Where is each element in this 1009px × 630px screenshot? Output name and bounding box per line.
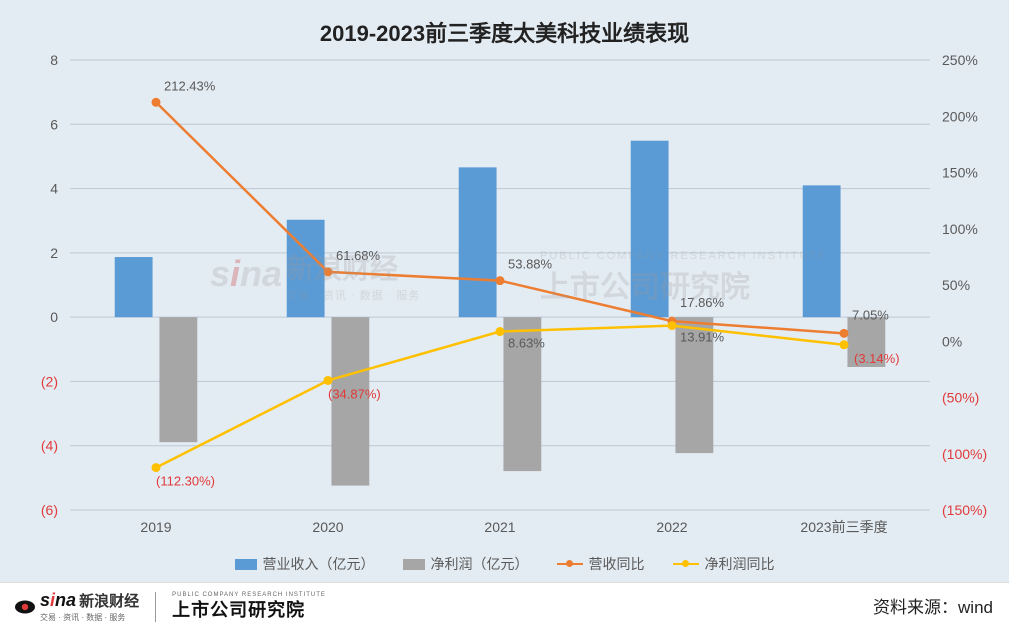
legend-swatch: [673, 563, 699, 565]
footer: sina 新浪财经 交易 · 资讯 · 数据 · 服务 PUBLIC COMPA…: [0, 582, 1009, 630]
x-category-label: 2023前三季度: [800, 519, 887, 535]
data-label: 8.63%: [508, 336, 545, 351]
legend: 营业收入（亿元） 净利润（亿元） 营收同比 净利润同比: [0, 554, 1009, 574]
marker: [152, 463, 161, 472]
y-left-label: 8: [50, 52, 58, 68]
legend-label: 净利润同比: [705, 554, 775, 574]
data-label: 212.43%: [164, 78, 216, 93]
legend-item: 营业收入（亿元）: [235, 554, 375, 574]
x-category-label: 2019: [140, 519, 171, 535]
y-left-label: 2: [50, 245, 58, 261]
line: [156, 326, 844, 468]
data-label: 7.05%: [852, 307, 889, 322]
marker: [496, 327, 505, 336]
data-label: (34.87%): [328, 386, 381, 401]
y-left-label: (2): [41, 373, 58, 389]
bar: [631, 141, 669, 317]
y-right-label: (50%): [942, 390, 979, 406]
legend-item: 营收同比: [557, 554, 645, 574]
y-left-label: (4): [41, 438, 58, 454]
y-right-label: 0%: [942, 333, 962, 349]
legend-item: 净利润同比: [673, 554, 775, 574]
data-label: (3.14%): [854, 351, 900, 366]
y-left-label: 0: [50, 309, 58, 325]
logo-institute: PUBLIC COMPANY RESEARCH INSTITUTE 上市公司研究…: [172, 592, 326, 622]
legend-label: 营业收入（亿元）: [263, 554, 375, 574]
legend-swatch: [235, 559, 257, 570]
marker: [496, 276, 505, 285]
marker: [324, 267, 333, 276]
data-label: 53.88%: [508, 257, 553, 272]
y-right-label: 100%: [942, 221, 978, 237]
y-right-label: (150%): [942, 502, 987, 518]
y-right-label: (100%): [942, 446, 987, 462]
x-category-label: 2020: [312, 519, 343, 535]
chart-plot: (6) (4) (2) 0 2 4 6 8 (150%) (100%) (50%) 0% 50% 100%…: [0, 0, 1009, 630]
data-label: 13.91%: [680, 330, 725, 345]
data-source: 资料来源：wind: [873, 593, 993, 618]
bar: [459, 167, 497, 317]
y-left-label: 4: [50, 181, 58, 197]
legend-item: 净利润（亿元）: [403, 554, 529, 574]
bar: [287, 220, 325, 317]
y-left-label: 6: [50, 116, 58, 132]
chart-container: 2019-2023前三季度太美科技业绩表现 (6)(4)(2)02468(150…: [0, 0, 1009, 630]
divider: [155, 592, 156, 622]
line: [156, 102, 844, 333]
data-label: (112.30%): [156, 474, 215, 489]
y-right-label: 250%: [942, 52, 978, 68]
bar: [159, 317, 197, 442]
data-label: 17.86%: [680, 295, 725, 310]
x-category-label: 2022: [656, 519, 687, 535]
y-right-label: 50%: [942, 277, 970, 293]
legend-label: 营收同比: [589, 554, 645, 574]
legend-swatch: [403, 559, 425, 570]
eye-icon: [14, 596, 36, 618]
marker: [840, 340, 849, 349]
y-left-label: (6): [41, 502, 58, 518]
y-right-label: 200%: [942, 108, 978, 124]
x-category-label: 2021: [484, 519, 515, 535]
data-label: 61.68%: [336, 248, 381, 263]
marker: [840, 329, 849, 338]
marker: [668, 321, 677, 330]
bar: [803, 185, 841, 317]
legend-swatch: [557, 563, 583, 565]
marker: [152, 98, 161, 107]
logo-sina: sina 新浪财经 交易 · 资讯 · 数据 · 服务: [14, 590, 139, 623]
y-right-label: 150%: [942, 165, 978, 181]
legend-label: 净利润（亿元）: [431, 554, 529, 574]
bar: [115, 257, 153, 317]
marker: [324, 376, 333, 385]
